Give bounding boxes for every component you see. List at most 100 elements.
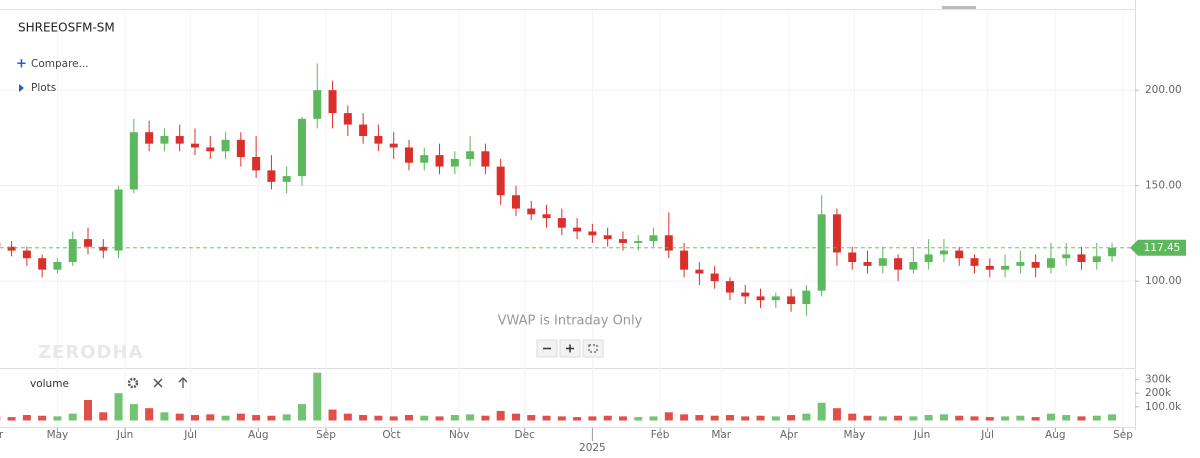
compare-icon[interactable]: + <box>16 57 27 72</box>
candle-body <box>359 125 367 136</box>
zoom-controls <box>537 340 603 357</box>
candle-body <box>374 136 382 144</box>
volume-bar <box>481 416 489 421</box>
volume-bar <box>145 408 153 420</box>
x-tick-label: Jul <box>183 429 197 441</box>
candle-body <box>573 228 581 232</box>
candle-body <box>1062 254 1070 258</box>
x-tick-label: Feb <box>651 429 670 441</box>
candle-body <box>695 270 703 274</box>
volume-bar <box>283 414 291 420</box>
candle-body <box>8 247 16 251</box>
volume-bar <box>497 411 505 421</box>
volume-bar <box>99 412 107 420</box>
candle-body <box>405 147 413 162</box>
volume-bar <box>940 414 948 420</box>
volume-bar <box>757 416 765 421</box>
candle-body <box>23 251 31 259</box>
candle-body <box>313 90 321 119</box>
candle-body <box>436 155 444 166</box>
volume-bar <box>420 416 428 421</box>
candle-body <box>283 176 291 182</box>
candle-body <box>879 258 887 266</box>
volume-bar <box>23 415 31 420</box>
candle-body <box>971 258 979 266</box>
volume-bar <box>298 404 306 420</box>
candle-body <box>650 235 658 241</box>
volume-bar <box>1108 414 1116 420</box>
candle-body <box>848 252 856 262</box>
candle-body <box>665 235 673 250</box>
volume-bar <box>986 417 994 420</box>
x-tick-label: Mar <box>711 429 731 441</box>
candle-body <box>237 140 245 157</box>
candle-body <box>711 273 719 281</box>
volume-tick-label: 300k <box>1145 374 1172 386</box>
candle-body <box>497 167 505 196</box>
candle-body <box>69 239 77 262</box>
candle-body <box>940 251 948 255</box>
candle-body <box>818 214 826 290</box>
volume-bar <box>634 417 642 420</box>
candle-body <box>864 262 872 266</box>
candle-body <box>191 144 199 148</box>
volume-bar <box>588 416 596 420</box>
candle-body <box>802 291 810 304</box>
candle-body <box>1093 256 1101 262</box>
volume-bar <box>1032 417 1040 420</box>
candle-body <box>84 239 92 247</box>
y-tick-label: 150.00 <box>1145 180 1182 192</box>
volume-bar <box>1047 414 1055 421</box>
candle-body <box>390 144 398 148</box>
candle-body <box>206 147 214 151</box>
volume-bar <box>879 416 887 420</box>
candle-body <box>329 90 337 113</box>
reset-zoom[interactable] <box>583 340 603 357</box>
candle-body <box>1016 262 1024 266</box>
candle-body <box>543 214 551 218</box>
candle-body <box>512 195 520 208</box>
plots-button[interactable]: Plots <box>31 82 56 94</box>
compare-button[interactable]: Compare... <box>31 58 89 70</box>
volume-bar <box>344 414 352 421</box>
candle-body <box>955 251 963 259</box>
volume-bar <box>222 416 230 421</box>
x-tick-label: Jul <box>980 429 994 441</box>
scroll-handle[interactable] <box>942 6 976 9</box>
y-tick-label: 100.00 <box>1145 275 1182 287</box>
volume-bar <box>772 416 780 420</box>
x-tick-label: Apr <box>780 429 799 441</box>
volume-bar <box>252 415 260 420</box>
candle-body <box>222 140 230 151</box>
x-tick-label: Sep <box>316 429 336 441</box>
volume-bar <box>512 414 520 421</box>
candle-body <box>527 209 535 215</box>
watermark: ZERODHA <box>38 342 143 363</box>
volume-bar <box>84 400 92 420</box>
candle-body <box>1001 266 1009 270</box>
candle-body <box>619 239 627 243</box>
candle-body <box>726 281 734 292</box>
candle-body <box>757 296 765 300</box>
volume-bar <box>1016 416 1024 421</box>
volume-bar <box>818 403 826 421</box>
x-tick-label: May <box>47 429 69 441</box>
volume-tick-label: 100.0k <box>1145 401 1182 413</box>
volume-bar <box>650 416 658 420</box>
volume-bar <box>191 415 199 420</box>
volume-bar <box>206 414 214 420</box>
volume-bar <box>802 414 810 421</box>
volume-bar <box>267 416 275 421</box>
volume-tick-label: 200k <box>1145 387 1172 399</box>
volume-bar <box>711 416 719 421</box>
chart-title: SHREEOSFM-SM <box>18 21 115 35</box>
volume-bar <box>925 415 933 420</box>
volume-bar <box>130 404 138 420</box>
volume-bar <box>665 412 673 420</box>
candle-body <box>604 235 612 239</box>
last-price-label: 117.45 <box>1144 242 1181 254</box>
volume-bar <box>680 414 688 420</box>
volume-bar <box>69 414 77 421</box>
